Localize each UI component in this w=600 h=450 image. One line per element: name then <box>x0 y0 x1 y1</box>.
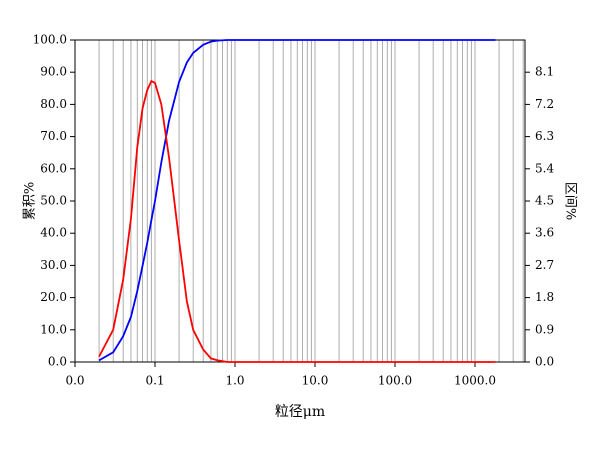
y2-tick-label: 8.1 <box>535 65 554 79</box>
y-tick-label: 100.0 <box>33 33 67 47</box>
x-tick-label: 0.1 <box>145 374 164 388</box>
x-tick-label: 1000.0 <box>454 374 496 388</box>
y2-tick-label: 4.5 <box>535 194 554 208</box>
y2-tick-label: 2.7 <box>535 258 554 272</box>
y-tick-label: 50.0 <box>40 194 67 208</box>
y-tick-label: 60.0 <box>40 161 67 175</box>
y-tick-label: 80.0 <box>40 97 67 111</box>
y-tick-label: 40.0 <box>40 226 67 240</box>
y2-tick-label: 0.0 <box>535 355 554 369</box>
x-tick-label: 100.0 <box>378 374 412 388</box>
y-axis-label: 累积% <box>23 182 38 220</box>
series-line <box>98 39 496 362</box>
y-tick-label: 20.0 <box>40 290 67 304</box>
y2-tick-label: 3.6 <box>535 226 554 240</box>
y-tick-label: 10.0 <box>40 322 67 336</box>
series-line <box>98 79 496 363</box>
x-axis-label: 粒径μm <box>275 404 325 420</box>
y-tick-label: 30.0 <box>40 258 67 272</box>
x-tick-label: 1.0 <box>225 374 244 388</box>
y-tick-label: 0.0 <box>48 355 67 369</box>
y2-tick-label: 6.3 <box>535 129 554 143</box>
y-tick-label: 70.0 <box>40 129 67 143</box>
y-tick-label: 90.0 <box>40 65 67 79</box>
y2-axis-label: 区间% <box>563 182 578 220</box>
y2-tick-label: 7.2 <box>535 97 554 111</box>
y2-tick-label: 1.8 <box>535 290 554 304</box>
x-tick-label: 10.0 <box>302 374 329 388</box>
y2-tick-label: 5.4 <box>535 161 554 175</box>
y2-tick-label: 0.9 <box>535 322 554 336</box>
x-tick-label: 0.0 <box>65 374 84 388</box>
